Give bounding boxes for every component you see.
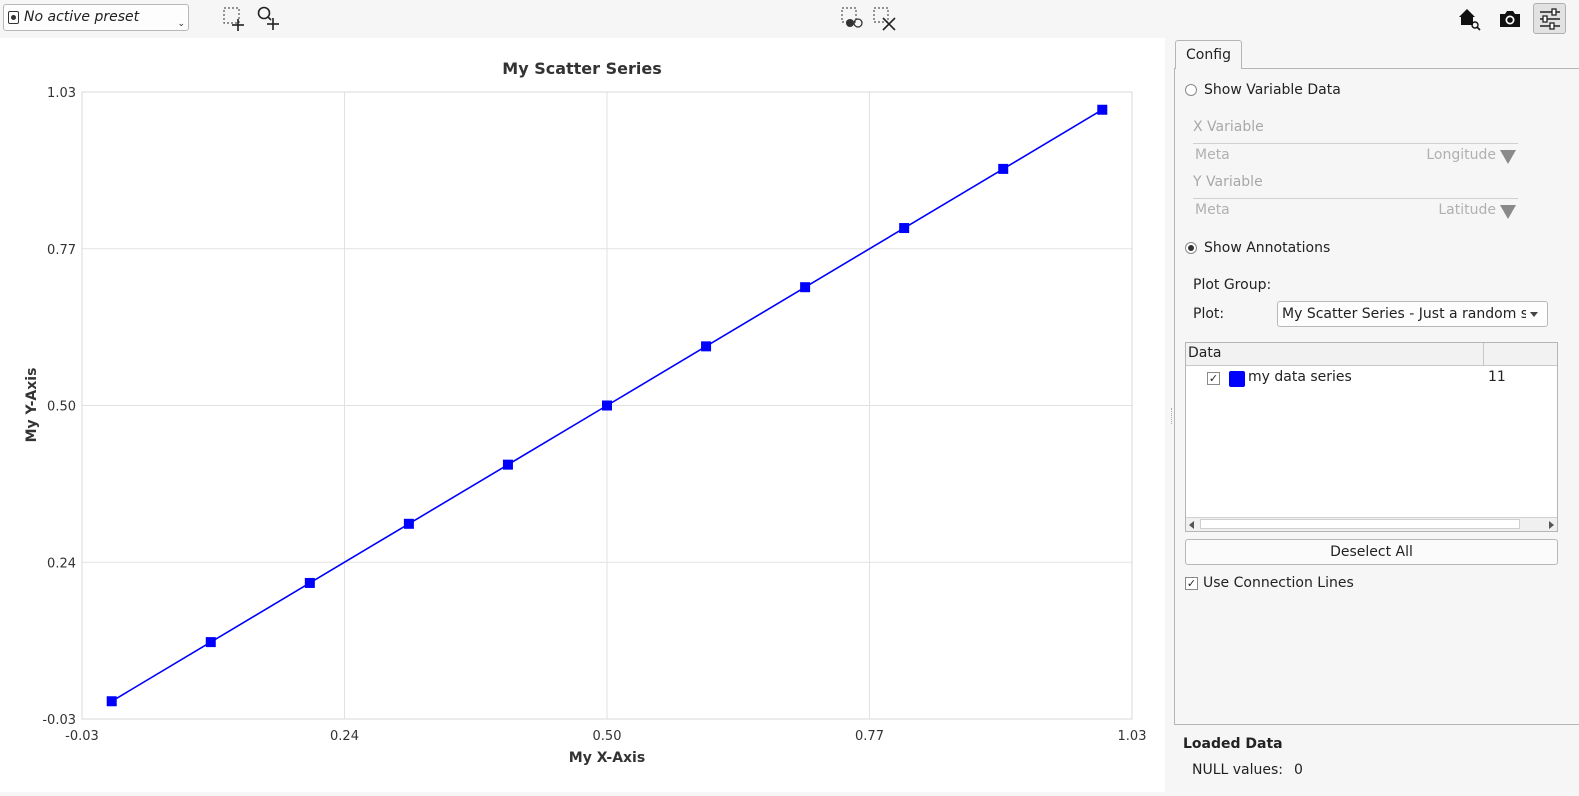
plot-group-label: Plot Group:	[1193, 277, 1272, 293]
column-divider	[1483, 343, 1484, 365]
chevron-down-icon	[1530, 312, 1538, 317]
plot-select-value: My Scatter Series - Just a random scatte…	[1282, 306, 1526, 322]
data-series-count: 11	[1488, 369, 1506, 385]
preset-dropdown[interactable]: No active preset ⌄	[3, 4, 189, 31]
show-annotations-label: Show Annotations	[1204, 240, 1331, 256]
y-variable-value: Latitude	[1438, 202, 1496, 218]
y-variable-label: Y Variable	[1193, 174, 1263, 190]
scroll-left-icon[interactable]	[1189, 521, 1194, 529]
camera-icon[interactable]	[1496, 5, 1524, 33]
settings-sliders-icon	[1540, 8, 1560, 30]
loaded-data-title: Loaded Data	[1183, 736, 1283, 752]
data-point[interactable]	[701, 341, 712, 352]
horizontal-scrollbar[interactable]	[1186, 517, 1557, 531]
x-tick-label: 0.77	[855, 729, 884, 744]
rect-select-add-icon[interactable]	[221, 5, 249, 33]
y-tick-label: 1.03	[47, 86, 76, 101]
config-panel: Config Show Variable Data X Variable Met…	[1174, 38, 1579, 792]
data-point[interactable]	[998, 163, 1009, 174]
data-point[interactable]	[1097, 104, 1108, 115]
scatter-chart[interactable]: -0.03 0.24 0.50 0.77 1.03 -0.03 0.24 0.50 0.77 1.…	[0, 38, 1165, 792]
y-variable-group: Meta	[1195, 202, 1230, 218]
data-series-name: my data series	[1248, 369, 1352, 385]
scroll-right-icon[interactable]	[1549, 521, 1554, 529]
deselect-all-button[interactable]: Deselect All	[1185, 539, 1558, 565]
x-tick-label: -0.03	[65, 729, 99, 744]
zoom-in-icon[interactable]	[255, 5, 283, 33]
data-point[interactable]	[403, 518, 414, 529]
data-point[interactable]	[899, 223, 910, 234]
y-axis-label: My Y-Axis	[24, 368, 40, 443]
x-variable-arrow-icon	[1500, 150, 1516, 164]
null-values-label: NULL values:	[1192, 762, 1284, 778]
use-connection-lines-label: Use Connection Lines	[1203, 575, 1354, 591]
y-tick-label: 0.77	[47, 243, 76, 258]
select-points-icon[interactable]	[840, 5, 868, 33]
data-point[interactable]	[502, 459, 513, 470]
plot-label: Plot:	[1193, 306, 1225, 322]
clear-selection-icon[interactable]	[872, 5, 900, 33]
chevron-down-icon: ⌄	[177, 19, 185, 29]
data-point[interactable]	[800, 282, 811, 293]
x-tick-label: 0.50	[593, 729, 622, 744]
x-variable-select: Meta Longitude	[1193, 143, 1518, 167]
data-point[interactable]	[205, 637, 216, 648]
x-tick-label: 1.03	[1118, 729, 1147, 744]
chart-title: My Scatter Series	[502, 59, 661, 78]
data-point[interactable]	[106, 696, 117, 707]
plot-area[interactable]: -0.03 0.24 0.50 0.77 1.03 -0.03 0.24 0.50 0.77 1.…	[0, 38, 1165, 792]
data-series-checkbox[interactable]: ✓	[1207, 372, 1220, 385]
y-tick-label: 0.24	[47, 556, 76, 571]
data-column-header[interactable]: Data	[1188, 345, 1222, 361]
null-values-count: 0	[1294, 762, 1303, 778]
series-color-swatch	[1229, 371, 1245, 387]
toolbar: No active preset ⌄	[0, 0, 1579, 38]
show-annotations-radio[interactable]	[1185, 242, 1197, 254]
x-variable-group: Meta	[1195, 147, 1230, 163]
show-variable-data-radio[interactable]	[1185, 84, 1197, 96]
home-zoom-icon[interactable]	[1456, 5, 1484, 33]
settings-toggle-button[interactable]	[1533, 3, 1566, 34]
y-variable-arrow-icon	[1500, 205, 1516, 219]
panel-splitter[interactable]	[1171, 408, 1174, 424]
plot-frame	[81, 91, 1133, 720]
use-connection-lines-checkbox[interactable]: ✓	[1185, 577, 1198, 590]
tab-config[interactable]: Config	[1175, 40, 1242, 69]
plot-select[interactable]: My Scatter Series - Just a random scatte…	[1277, 301, 1548, 327]
data-series-tree[interactable]: Data ✓ my data series 11	[1185, 342, 1558, 532]
config-tab-frame	[1174, 68, 1579, 725]
x-variable-value: Longitude	[1426, 147, 1496, 163]
show-variable-data-label: Show Variable Data	[1204, 82, 1341, 98]
x-tick-label: 0.24	[330, 729, 359, 744]
y-variable-select: Meta Latitude	[1193, 198, 1518, 222]
scrollbar-thumb[interactable]	[1200, 519, 1520, 529]
data-tree-header: Data	[1186, 343, 1557, 366]
y-tick-label: 0.50	[47, 400, 76, 415]
data-point[interactable]	[602, 400, 612, 411]
x-variable-label: X Variable	[1193, 119, 1264, 135]
data-point[interactable]	[304, 577, 315, 588]
y-tick-label: -0.03	[42, 713, 76, 728]
x-axis-label: My X-Axis	[569, 750, 645, 766]
preset-gear-icon	[8, 11, 19, 24]
preset-label: No active preset	[24, 9, 140, 25]
